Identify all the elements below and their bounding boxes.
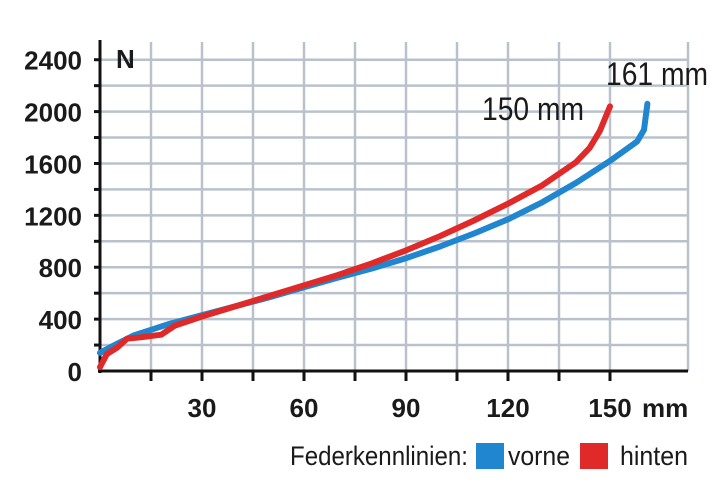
grid xyxy=(100,42,690,371)
x-tick-label: 30 xyxy=(188,393,217,423)
y-tick-label: 1200 xyxy=(24,201,82,231)
legend-label-vorne: vorne xyxy=(508,441,570,471)
series-line-vorne xyxy=(97,100,651,356)
x-tick-label: 60 xyxy=(290,393,319,423)
legend-swatch-vorne xyxy=(476,443,504,469)
y-tick-label: 400 xyxy=(39,305,82,335)
x-tick-label: 150 xyxy=(588,393,631,423)
y-tick-label: 800 xyxy=(39,253,82,283)
series-line-hinten xyxy=(97,103,613,371)
legend: Federkennlinien: vorne hinten xyxy=(290,441,688,471)
axes xyxy=(94,40,688,381)
y-tick-label: 2000 xyxy=(24,98,82,128)
legend-swatch-hinten xyxy=(580,443,608,469)
x-tick-label: 120 xyxy=(486,393,529,423)
x-tick-label: 90 xyxy=(392,393,421,423)
end-label-vorne: 161 mm xyxy=(606,56,708,92)
legend-label-hinten: hinten xyxy=(620,441,688,471)
y-tick-label: 2400 xyxy=(24,46,82,76)
y-tick-label: 1600 xyxy=(24,149,82,179)
y-unit-label: N xyxy=(116,44,135,74)
y-tick-label: 0 xyxy=(68,357,82,387)
series-lines xyxy=(97,100,651,371)
legend-title: Federkennlinien: xyxy=(290,441,468,471)
labels: 0 400 800 1200 1600 2000 2400 30 60 90 120 150 Nmm 16… xyxy=(24,44,708,423)
end-label-hinten: 150 mm xyxy=(482,91,584,127)
x-unit-label: mm xyxy=(642,393,688,423)
